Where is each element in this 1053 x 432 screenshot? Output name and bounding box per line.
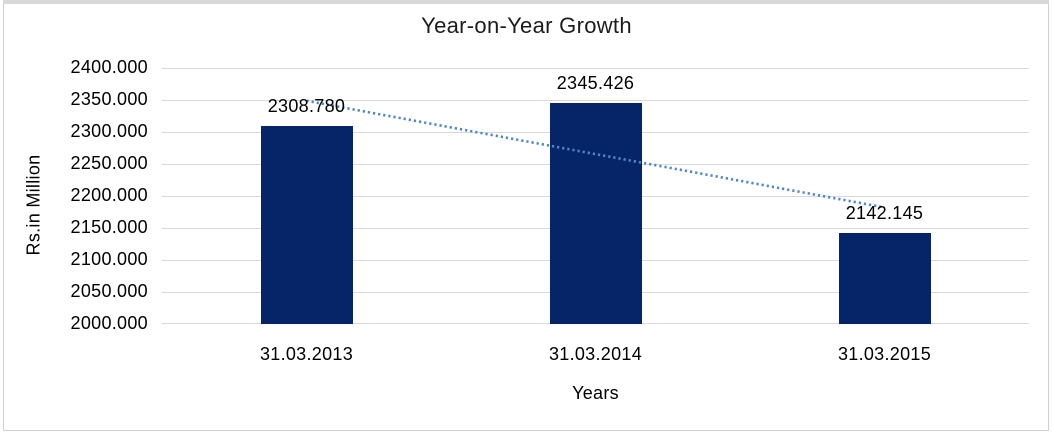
data-label: 2345.426: [556, 72, 635, 93]
x-tick-label: 31.03.2015: [837, 344, 932, 364]
x-tick-label: 31.03.2013: [259, 344, 354, 364]
x-axis-title: Years: [572, 383, 619, 403]
bar-31.03.2013[interactable]: [260, 126, 353, 324]
y-tick-label: 2350.000: [70, 89, 148, 109]
y-tick-label: 2100.000: [70, 249, 148, 269]
gridline: [162, 100, 1029, 101]
trendline-path[interactable]: [306, 99, 885, 209]
y-tick-label: 2050.000: [70, 281, 148, 301]
y-axis-tick-labels: 2400.000 2350.000 2300.000 2250.000 2200.000…: [0, 0, 148, 432]
y-tick-label: 2300.000: [70, 121, 148, 141]
bar-31.03.2015[interactable]: [838, 233, 931, 324]
y-tick-label: 2150.000: [70, 217, 148, 237]
x-axis-tick-labels: 31.03.2013 31.03.2014 31.03.2015: [162, 344, 1029, 368]
y-tick-label: 2400.000: [70, 57, 148, 77]
trendline[interactable]: [162, 68, 1029, 324]
bar-31.03.2014[interactable]: [549, 102, 642, 324]
data-label: 2308.780: [267, 96, 346, 117]
chart-title: Year-on-Year Growth: [421, 13, 632, 38]
gridline: [162, 68, 1029, 69]
y-tick-label: 2200.000: [70, 185, 148, 205]
y-tick-label: 2250.000: [70, 153, 148, 173]
y-tick-label: 2000.000: [70, 313, 148, 333]
data-label: 2142.145: [845, 203, 924, 224]
plot-area: 2308.780 2345.426 2142.145: [162, 68, 1029, 324]
x-tick-label: 31.03.2014: [548, 344, 643, 364]
